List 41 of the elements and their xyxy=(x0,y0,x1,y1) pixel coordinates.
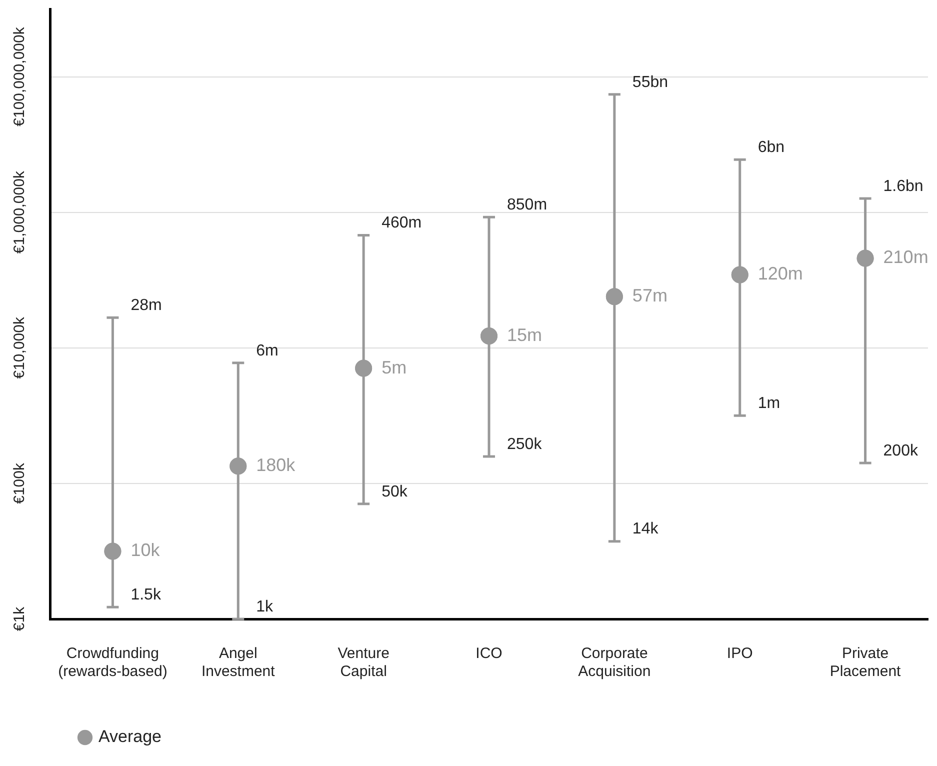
data-label: 210m xyxy=(883,247,928,268)
x-tick-label: ICO xyxy=(476,645,502,662)
data-label: 15m xyxy=(507,324,542,345)
annotation: 6bn xyxy=(758,139,785,156)
annotation: 50k xyxy=(382,483,408,500)
point xyxy=(856,250,874,267)
x-tick-label: Crowdfunding (rewards-based) xyxy=(58,645,168,680)
annotation: 14k xyxy=(632,520,660,538)
data-label: 120m xyxy=(758,264,803,284)
legend-label: Average xyxy=(98,727,162,746)
y-tick-label: €10,000k xyxy=(11,316,28,379)
annotation: 1.6bn xyxy=(883,178,924,195)
annotation: 55bn xyxy=(632,74,668,91)
annotation: 1k xyxy=(256,598,274,616)
data-label: 5m xyxy=(382,357,407,378)
annotation: 250k xyxy=(507,436,543,453)
point xyxy=(606,288,623,306)
y-tick-label: €1,000,000k xyxy=(11,170,28,254)
x-tick-label: Angel Investment xyxy=(201,645,276,680)
x-tick-label: Private Placement xyxy=(830,645,902,680)
point xyxy=(480,327,498,344)
x-tick-label: IPO xyxy=(726,645,753,662)
x-tick-label: Venture Capital xyxy=(338,645,390,680)
y-tick-label: €100k xyxy=(11,462,28,504)
annotation: 1m xyxy=(758,395,780,412)
data-label: 57m xyxy=(632,286,668,306)
point xyxy=(355,360,372,377)
point xyxy=(104,542,122,560)
annotation: 200k xyxy=(883,442,919,460)
annotation: 6m xyxy=(256,342,278,360)
annotation: 460m xyxy=(382,214,422,232)
annotation: 850m xyxy=(507,196,548,214)
data-label: 10k xyxy=(130,540,161,560)
x-tick-label: Corporate Acquisition xyxy=(578,645,651,680)
annotation: 1.5k xyxy=(130,586,162,604)
annotation: 28m xyxy=(130,296,162,314)
data-label: 180k xyxy=(256,455,296,476)
y-tick-label: €100,000,000k xyxy=(11,26,28,126)
point xyxy=(731,266,748,284)
y-tick-label: €1k xyxy=(11,606,28,632)
point xyxy=(230,458,247,475)
